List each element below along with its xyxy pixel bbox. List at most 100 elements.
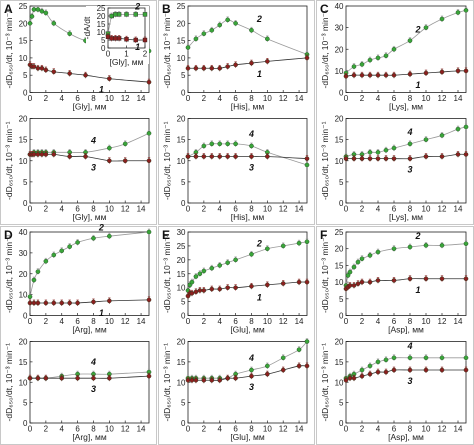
curve-label-4: 4 [406, 127, 412, 137]
x-tick-label: 6 [233, 94, 238, 103]
data-point [146, 373, 152, 379]
x-tick-label: 10 [422, 317, 431, 326]
data-point [193, 65, 199, 71]
x-tick-label: 6 [233, 205, 238, 214]
x-tick-label: 12 [121, 425, 130, 434]
data-point [185, 377, 191, 383]
series-line-1 [187, 57, 308, 69]
data-point [304, 239, 310, 245]
data-point [146, 229, 152, 235]
data-point [375, 72, 381, 78]
plot-frame [187, 5, 308, 93]
x-tick-label: 8 [249, 317, 254, 326]
data-point [146, 130, 152, 136]
data-point [233, 285, 238, 290]
data-point [209, 286, 215, 292]
curve-label-4: 4 [248, 129, 254, 139]
plot-frame [187, 118, 308, 204]
data-point [107, 158, 112, 164]
data-point [217, 154, 223, 159]
data-point [107, 145, 112, 151]
data-point [383, 53, 389, 59]
data-point [407, 156, 413, 161]
data-point [217, 22, 223, 28]
data-point [423, 137, 429, 142]
data-point [217, 141, 223, 147]
curve-label-3: 3 [91, 163, 96, 173]
data-point [193, 289, 199, 295]
data-point [296, 347, 302, 352]
y-tick-label: 25 [177, 2, 186, 11]
series-line-1 [29, 64, 150, 83]
x-tick-label: 14 [454, 425, 463, 434]
data-point [407, 355, 413, 361]
x-tick-label: 0 [106, 50, 111, 59]
curve-label-1: 1 [257, 69, 262, 79]
data-point [75, 375, 80, 381]
y-tick-label: 10 [177, 378, 186, 387]
data-point [116, 36, 122, 41]
data-point [367, 57, 373, 63]
x-tick-label: 8 [249, 94, 254, 103]
x-tick-label: 14 [295, 205, 304, 214]
x-tick-label: 8 [91, 94, 96, 103]
data-point [249, 143, 254, 149]
data-point [109, 13, 114, 19]
data-point [265, 59, 270, 64]
data-point [201, 154, 207, 159]
x-tick-label: 6 [75, 94, 80, 103]
y-tick-label: 5 [181, 178, 186, 187]
data-point [351, 156, 357, 161]
y-tick-label: 15 [19, 358, 28, 367]
x-tick-label: 8 [249, 425, 254, 434]
series-line-2 [29, 231, 150, 297]
data-point [217, 263, 223, 268]
curve-label-4: 4 [406, 341, 412, 351]
data-point [351, 64, 357, 69]
data-point [193, 36, 199, 42]
y-tick-label: 15 [335, 358, 344, 367]
data-point [423, 367, 429, 373]
y-tick-label: 15 [97, 20, 106, 29]
data-point [249, 373, 254, 379]
data-point [189, 377, 195, 383]
data-point [265, 246, 270, 251]
data-point [51, 252, 57, 258]
y-tick-label: 20 [335, 45, 344, 54]
data-point [355, 259, 361, 265]
data-point [142, 12, 148, 17]
x-tick-label: 4 [218, 317, 223, 326]
data-point [43, 152, 49, 157]
data-point [233, 257, 238, 263]
y-tick-label: 10 [19, 54, 28, 63]
data-point [122, 158, 128, 164]
x-tick-label: 12 [121, 205, 130, 214]
data-point [59, 248, 65, 254]
x-tick-label: 10 [263, 317, 272, 326]
panel-letter: B [162, 2, 171, 16]
x-axis-label: [Arg], мм [72, 325, 107, 335]
x-tick-label: 12 [121, 94, 130, 103]
y-tick-label: 0 [339, 199, 344, 208]
data-point [463, 241, 469, 246]
data-point [463, 276, 469, 282]
data-point [133, 12, 138, 17]
x-tick-label: 10 [263, 205, 272, 214]
x-axis-label: [Glu], мм [230, 325, 265, 335]
y-tick-label: 10 [177, 284, 186, 293]
data-point [375, 369, 381, 375]
data-point [107, 233, 112, 239]
data-point [351, 375, 357, 381]
y-axis-label: -dD₆₅₀/dt, 10⁻³ min⁻¹ [320, 234, 330, 313]
data-point [463, 68, 469, 74]
curve-label-3: 3 [249, 163, 254, 173]
data-point [367, 253, 373, 258]
data-point [35, 300, 41, 306]
data-point [455, 152, 461, 157]
data-point [59, 375, 65, 381]
data-point [35, 375, 41, 381]
y-axis-label: -dD₆₅₀/dt, 10⁻³ min⁻¹ [4, 10, 14, 89]
curve-label-1: 1 [99, 85, 104, 95]
data-point [367, 72, 373, 78]
data-point [280, 281, 286, 286]
